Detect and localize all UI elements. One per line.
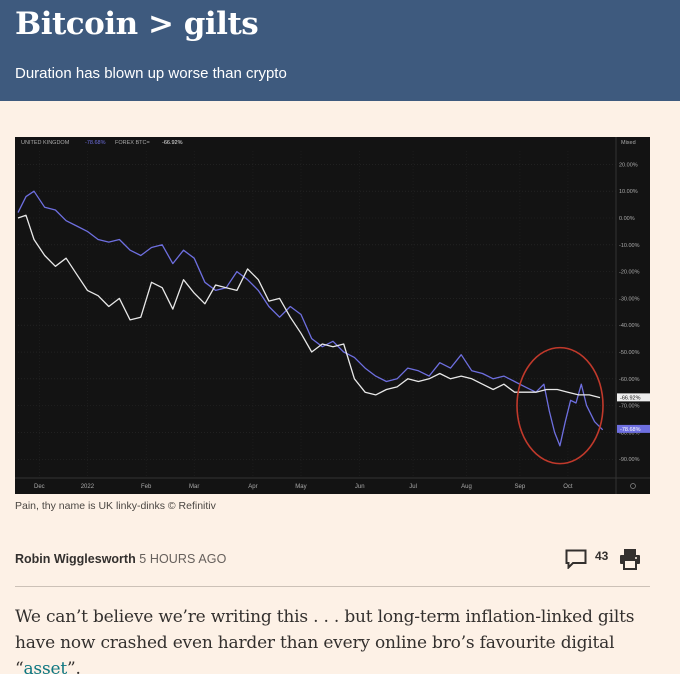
x-tick-label: Aug xyxy=(461,484,472,490)
publish-time: 5 HOURS AGO xyxy=(139,552,227,566)
asset-link[interactable]: asset xyxy=(23,659,68,674)
scale-label: Mixed xyxy=(621,140,636,146)
x-tick-label: Oct xyxy=(563,484,573,490)
divider xyxy=(15,586,650,587)
headline: Bitcoin > gilts xyxy=(15,6,259,42)
y-tick-label: -90.00% xyxy=(619,457,640,463)
comment-icon xyxy=(565,549,587,569)
byline: Robin Wigglesworth 5 HOURS AGO xyxy=(15,552,226,566)
x-tick-label: Mar xyxy=(189,484,199,490)
end-label-gilt: -78.68% xyxy=(620,427,641,433)
y-tick-label: -10.00% xyxy=(619,243,640,249)
chart-caption: Pain, thy name is UK linky-dinks © Refin… xyxy=(15,500,216,512)
end-label-gilt-bg xyxy=(617,424,650,433)
y-tick-label: 10.00% xyxy=(619,189,638,195)
chart: 20.00% 10.00% 0.00% -10.00% -20.00% -30.00% -4… xyxy=(15,137,650,494)
comment-count: 43 xyxy=(595,549,609,563)
highlight-circle xyxy=(516,346,604,465)
x-tick-label: Jun xyxy=(355,484,365,490)
y-tick-label: -40.00% xyxy=(619,323,640,329)
body-text-end: ”. xyxy=(66,659,81,674)
y-tick-label: -50.00% xyxy=(619,350,640,356)
x-tick-label: Feb xyxy=(141,484,152,490)
legend-value-gilt: -78.68% xyxy=(85,140,106,146)
end-label-btc-bg xyxy=(617,393,650,402)
y-tick-label: 0.00% xyxy=(619,216,635,222)
print-icon[interactable] xyxy=(619,548,641,570)
series-line-gilt xyxy=(17,190,604,447)
line-chart: 20.00% 10.00% 0.00% -10.00% -20.00% -30.00% -4… xyxy=(15,137,650,494)
x-tick-label: Sep xyxy=(515,484,526,490)
plot-area: 20.00% 10.00% 0.00% -10.00% -20.00% -30.00% -4… xyxy=(15,137,650,494)
legend-value-btc: -66.92% xyxy=(162,140,183,146)
y-tick-label: -30.00% xyxy=(619,296,640,302)
legend-label-gilt: UNITED KINGDOM xyxy=(21,140,70,146)
author-link[interactable]: Robin Wigglesworth xyxy=(15,552,136,566)
legend-label-btc: FOREX BTC= xyxy=(115,140,150,146)
y-tick-label: -70.00% xyxy=(619,404,640,410)
x-tick-label: May xyxy=(295,484,306,490)
standfirst: Duration has blown up worse than crypto xyxy=(15,65,287,82)
chart-settings-icon xyxy=(630,483,636,489)
y-tick-label: -60.00% xyxy=(619,377,640,383)
series-line-btc xyxy=(17,214,601,399)
x-tick-label: Apr xyxy=(248,484,257,490)
article-header: Bitcoin > gilts Duration has blown up wo… xyxy=(0,0,680,101)
x-tick-label: 2022 xyxy=(81,484,95,490)
comments-button[interactable]: 43 xyxy=(565,546,615,574)
x-tick-label: Dec xyxy=(34,484,45,490)
article-body: We can’t believe we’re writing this . . … xyxy=(15,604,655,674)
body-text-start: We can’t believe we’re writing this . . … xyxy=(15,607,635,674)
end-label-btc: -66.92% xyxy=(620,395,641,401)
y-tick-label: 20.00% xyxy=(619,162,638,168)
y-tick-label: -20.00% xyxy=(619,270,640,276)
x-tick-label: Jul xyxy=(409,484,417,490)
y-tick-label: -80.00% xyxy=(619,430,640,436)
chart-legend: UNITED KINGDOM -78.68% FOREX BTC= -66.92… xyxy=(21,140,636,146)
